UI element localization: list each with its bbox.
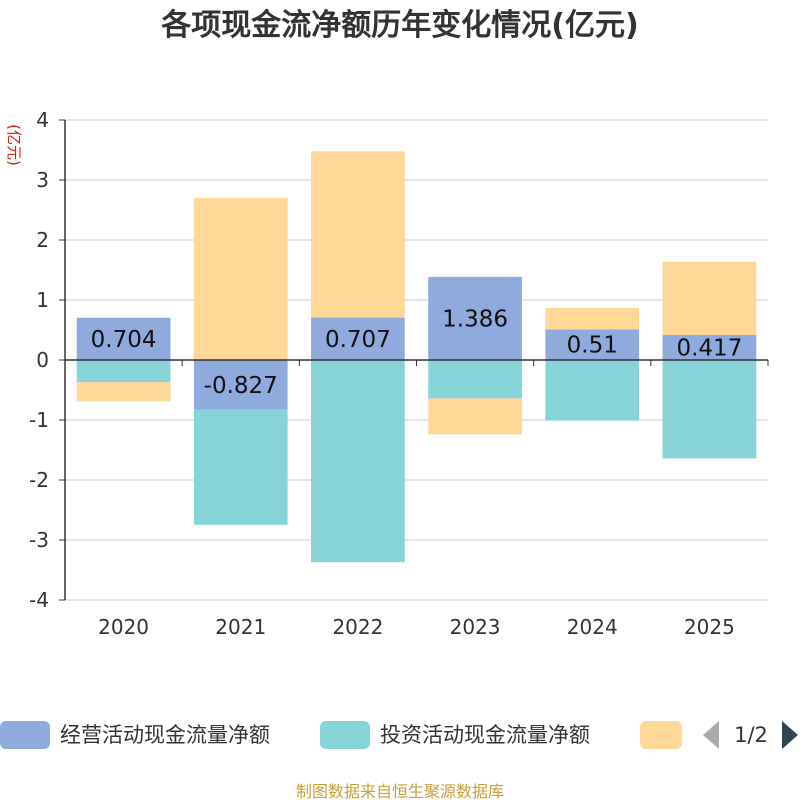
bar-operating-2020[interactable]	[76, 317, 171, 360]
bar-financing-2023[interactable]	[428, 398, 522, 435]
bar-operating-2023[interactable]	[428, 276, 522, 360]
legend-label-investing[interactable]: 投资活动现金流量净额	[380, 723, 590, 747]
bar-investing-2025[interactable]	[662, 360, 757, 459]
axes	[59, 119, 769, 601]
bar-operating-2021[interactable]	[193, 360, 288, 410]
y-tick-label: 2	[36, 228, 49, 252]
y-tick-label: -4	[29, 588, 49, 612]
x-tick-label: 2021	[215, 615, 266, 639]
y-tick-label: 4	[36, 108, 49, 132]
y-tick-label: 0	[36, 348, 49, 372]
y-tick-label: -1	[29, 408, 49, 432]
bar-investing-2021[interactable]	[193, 409, 288, 525]
bar-operating-2024[interactable]	[545, 329, 640, 360]
x-tick-label: 2023	[450, 615, 501, 639]
data-label-operating-2020: 0.704	[91, 327, 157, 353]
bar-investing-2022[interactable]	[311, 360, 405, 563]
bars	[76, 151, 757, 563]
legend-swatch-financing[interactable]	[640, 721, 682, 749]
bar-financing-2020[interactable]	[76, 382, 171, 402]
x-tick-label: 2020	[98, 615, 149, 639]
y-tick-label: -2	[29, 468, 49, 492]
bar-investing-2024[interactable]	[545, 360, 640, 421]
bar-operating-2022[interactable]	[311, 317, 405, 360]
legend-label-operating[interactable]: 经营活动现金流量净额	[60, 723, 270, 747]
legend: 经营活动现金流量净额 投资活动现金流量净额 1/2	[0, 721, 798, 749]
legend-swatch-operating[interactable]	[0, 721, 50, 749]
bar-financing-2024[interactable]	[545, 307, 640, 330]
bar-investing-2020[interactable]	[76, 360, 171, 383]
tick-labels: 4 3 2 1 0 -1 -2 -3 -4 2020 2021 2022 2023 2024 2025	[29, 108, 735, 639]
data-label-operating-2023: 1.386	[442, 306, 508, 332]
data-label-operating-2024: 0.51	[567, 333, 618, 359]
x-tick-label: 2025	[684, 615, 735, 639]
legend-swatch-investing[interactable]	[320, 721, 370, 749]
legend-next-icon[interactable]	[782, 721, 798, 749]
y-tick-label: 3	[36, 168, 49, 192]
data-label-operating-2022: 0.707	[325, 327, 391, 353]
data-label-operating-2025: 0.417	[676, 335, 742, 361]
source-note: 制图数据来自恒生聚源数据库	[296, 782, 504, 800]
y-axis-label: (亿元)	[5, 124, 23, 166]
x-tick-label: 2022	[332, 615, 383, 639]
data-label-operating-2021: -0.827	[204, 373, 278, 399]
chart-title: 各项现金流净额历年变化情况(亿元)	[160, 8, 638, 43]
bar-financing-2021[interactable]	[193, 198, 288, 360]
y-tick-label: 1	[36, 288, 49, 312]
bar-financing-2022[interactable]	[311, 151, 405, 318]
bar-investing-2023[interactable]	[428, 360, 522, 399]
data-labels: 0.704 -0.827 0.707 1.386 0.51 0.417	[91, 306, 743, 398]
x-tick-label: 2024	[567, 615, 618, 639]
legend-pager: 1/2	[734, 723, 768, 747]
y-tick-label: -3	[29, 528, 49, 552]
bar-operating-2025[interactable]	[662, 334, 757, 360]
bar-financing-2025[interactable]	[662, 261, 757, 335]
legend-prev-icon[interactable]	[703, 721, 719, 749]
